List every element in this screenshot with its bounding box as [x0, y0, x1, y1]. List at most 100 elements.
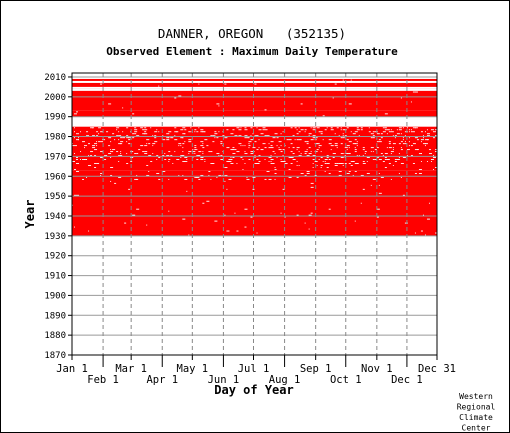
missing-day — [270, 141, 274, 143]
missing-day — [354, 147, 356, 149]
missing-day — [226, 147, 230, 149]
missing-day — [424, 139, 428, 141]
missing-day — [218, 174, 222, 176]
missing-day — [270, 159, 274, 160]
missing-day — [266, 135, 269, 137]
x-tick-label: Oct 1 — [330, 374, 362, 386]
missing-day — [274, 153, 276, 155]
missing-day — [224, 167, 228, 168]
missing-day — [244, 208, 248, 210]
missing-day — [394, 161, 397, 162]
missing-day — [282, 161, 286, 162]
missing-day — [74, 131, 76, 133]
missing-day — [180, 145, 182, 147]
missing-day — [202, 157, 204, 158]
missing-day — [376, 133, 380, 135]
missing-day — [132, 137, 135, 139]
missing-day — [292, 135, 295, 137]
missing-day — [400, 97, 402, 99]
missing-day — [312, 129, 316, 131]
missing-day — [352, 133, 356, 135]
missing-day — [76, 163, 80, 164]
missing-day — [278, 147, 280, 149]
missing-day — [220, 155, 223, 157]
missing-day — [330, 145, 334, 147]
missing-day — [312, 167, 314, 168]
missing-day — [420, 230, 423, 232]
missing-day — [410, 155, 413, 157]
missing-day — [422, 143, 426, 145]
missing-day — [282, 188, 285, 190]
missing-day — [348, 153, 351, 155]
missing-day — [174, 97, 177, 99]
missing-day — [110, 151, 114, 153]
missing-day — [84, 159, 88, 160]
missing-day — [230, 163, 234, 164]
missing-day — [74, 127, 76, 129]
missing-day — [276, 157, 278, 158]
missing-day — [280, 145, 282, 147]
missing-day — [312, 163, 314, 164]
missing-day — [344, 147, 348, 149]
missing-day — [156, 155, 159, 157]
missing-day — [222, 151, 224, 153]
missing-day — [104, 155, 108, 157]
missing-day — [372, 159, 375, 160]
missing-day — [226, 188, 228, 190]
missing-day — [300, 172, 304, 174]
missing-day — [208, 151, 211, 153]
missing-day — [90, 155, 93, 157]
missing-day — [344, 163, 347, 164]
missing-day — [224, 174, 228, 176]
missing-day — [326, 127, 328, 129]
missing-day — [354, 163, 358, 164]
missing-day — [246, 137, 250, 139]
missing-day — [270, 161, 272, 162]
missing-day — [366, 161, 368, 162]
missing-day — [118, 155, 122, 157]
missing-day — [158, 85, 160, 87]
missing-day — [414, 232, 416, 234]
missing-day — [398, 143, 401, 145]
missing-day — [418, 169, 422, 170]
missing-day — [212, 141, 215, 143]
missing-day — [124, 222, 127, 224]
missing-day — [384, 129, 387, 131]
missing-day — [220, 159, 224, 160]
missing-day — [348, 171, 351, 172]
missing-day — [360, 129, 363, 131]
missing-day — [312, 127, 316, 129]
y-tick-label-1980: 1980 — [44, 133, 66, 143]
missing-day — [158, 157, 161, 158]
missing-day — [370, 151, 372, 153]
missing-day — [350, 165, 353, 166]
missing-day — [296, 133, 299, 135]
missing-day — [308, 153, 312, 155]
missing-day — [378, 159, 382, 160]
missing-day — [340, 129, 342, 131]
data-layer — [72, 75, 440, 236]
missing-day — [334, 133, 336, 135]
missing-day — [318, 131, 321, 133]
missing-day — [384, 157, 387, 158]
missing-day — [420, 161, 422, 162]
missing-period-0 — [72, 122, 437, 127]
missing-day — [336, 127, 339, 129]
missing-day — [264, 147, 267, 149]
missing-day — [380, 137, 383, 139]
missing-day — [156, 172, 160, 174]
missing-day — [134, 133, 137, 135]
missing-day — [268, 161, 270, 162]
missing-day — [178, 145, 180, 147]
missing-day — [408, 145, 410, 147]
missing-day — [90, 127, 94, 129]
missing-day — [252, 147, 256, 149]
missing-day — [296, 147, 300, 149]
missing-day — [312, 155, 316, 157]
missing-day — [306, 143, 309, 145]
missing-day — [120, 141, 124, 143]
missing-day — [310, 151, 312, 153]
missing-day — [294, 139, 296, 141]
credit-line: Climate — [459, 413, 493, 422]
missing-day — [128, 137, 132, 139]
